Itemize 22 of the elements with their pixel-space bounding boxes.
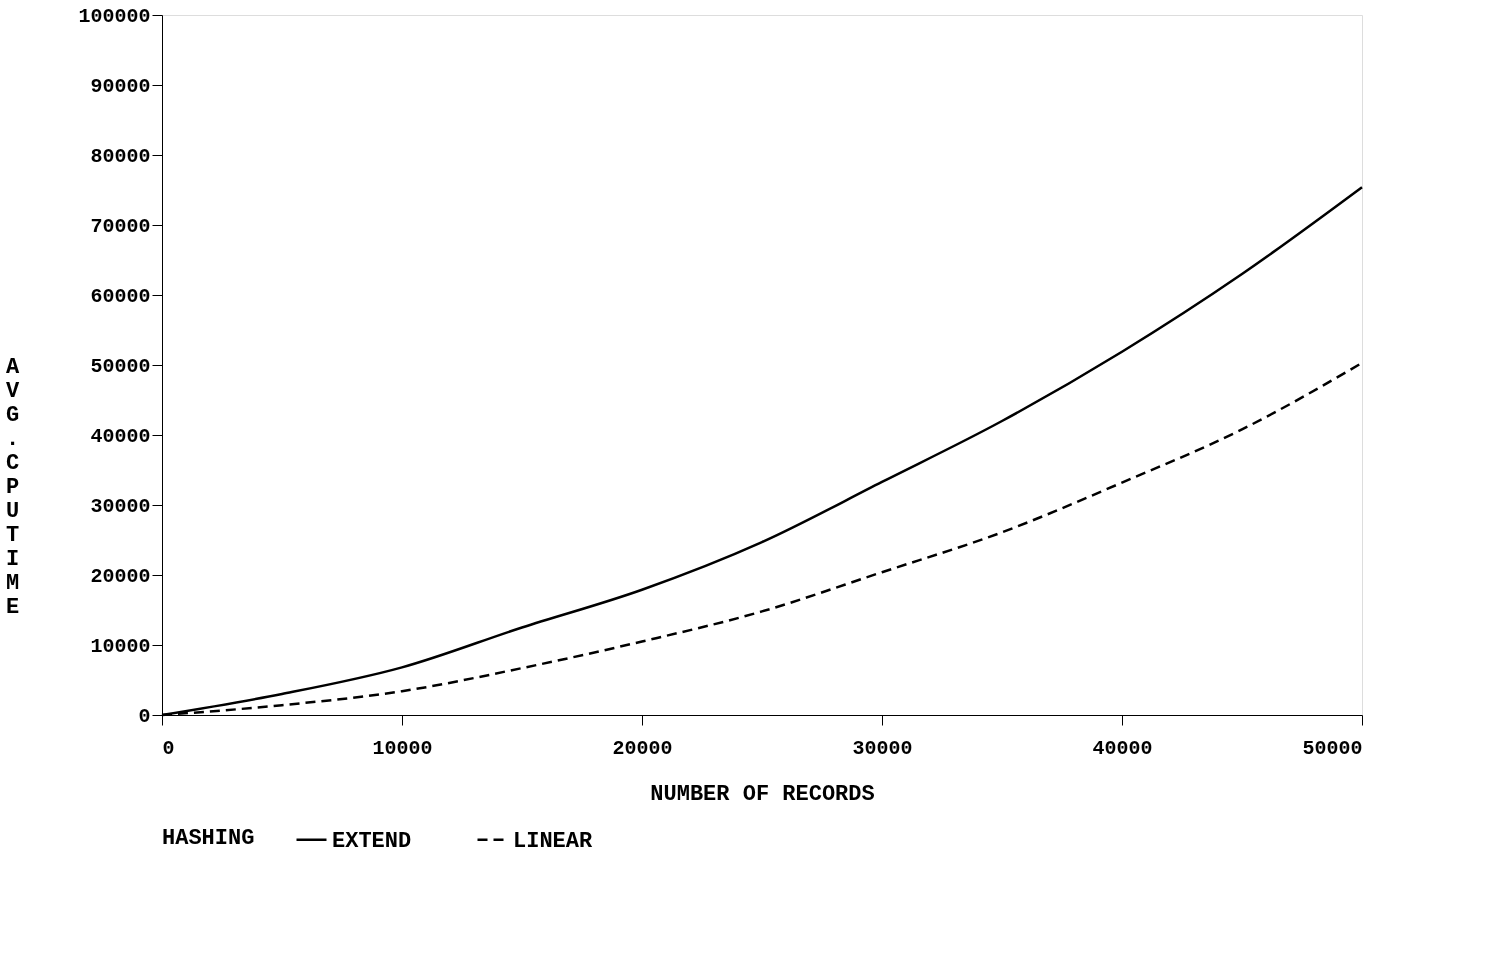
x-tick-label: 40000 (1092, 736, 1153, 760)
x-tick-label: 10000 (372, 736, 433, 760)
y-tick-label: 10000 (90, 634, 151, 658)
x-tick-label: 30000 (852, 736, 913, 760)
y-tick-label: 100000 (78, 4, 151, 28)
legend-label: EXTEND (332, 828, 412, 854)
y-tick-label: 0 (138, 704, 151, 728)
x-tick-label: 0 (162, 736, 175, 760)
y-tick-label: 40000 (90, 424, 151, 448)
text: AVG. CPU TIME (5, 354, 20, 620)
x-axis-title: NUMBER OF RECORDS (650, 781, 875, 807)
y-tick-label: 30000 (90, 494, 151, 518)
y-tick-label: 20000 (90, 564, 151, 588)
y-tick-label: 80000 (90, 144, 151, 168)
legend-label: LINEAR (513, 828, 594, 854)
y-tick-label: 90000 (90, 74, 151, 98)
y-tick-label: 50000 (90, 354, 151, 378)
x-tick-label: 50000 (1302, 736, 1363, 760)
legend-title: HASHING (162, 826, 255, 851)
x-tick-label: 20000 (612, 736, 673, 760)
y-tick-label: 70000 (90, 214, 151, 238)
y-tick-label: 60000 (90, 284, 151, 308)
